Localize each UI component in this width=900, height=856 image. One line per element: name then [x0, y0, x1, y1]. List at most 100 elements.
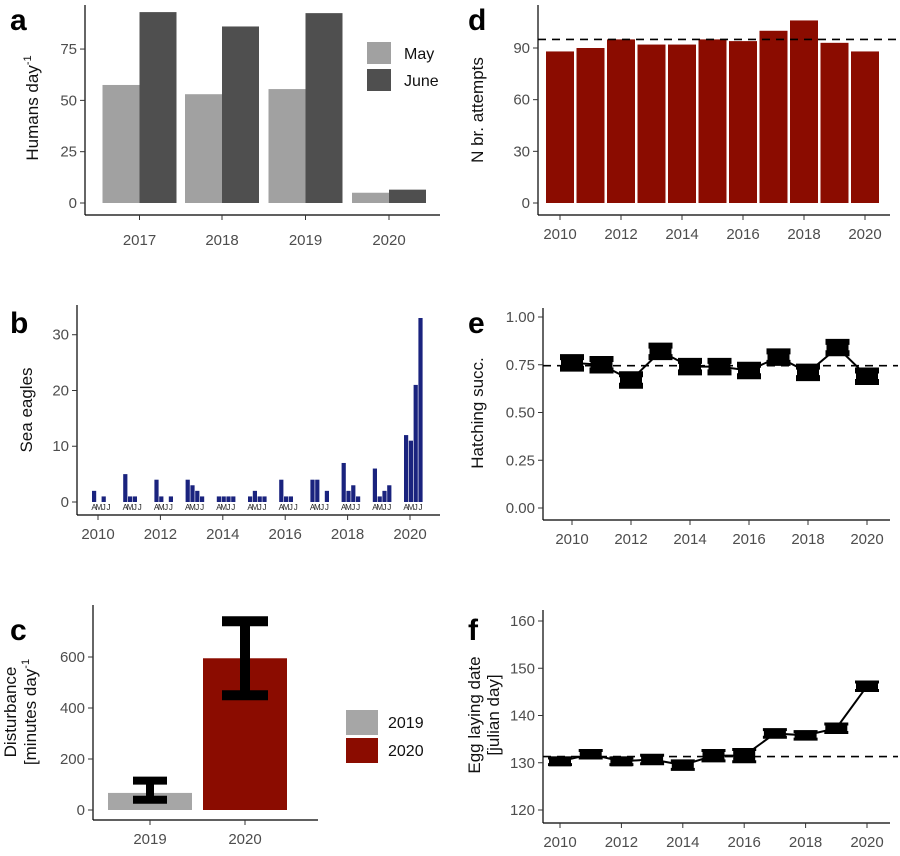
legend-label-2020: 2020 [388, 743, 424, 760]
y-axis-title-line1: Disturbance [1, 667, 20, 758]
y-tick-label: 0.75 [506, 357, 535, 374]
point-2016 [738, 365, 760, 376]
bar-2017 [759, 30, 788, 204]
point-2012 [610, 756, 633, 767]
month-label: J [200, 503, 204, 512]
x-tick-label: 2018 [331, 526, 364, 543]
error-bar-2020 [222, 616, 268, 701]
bar-2013-month-3 [195, 490, 200, 502]
point-2014 [679, 361, 701, 372]
bar-june-2019 [305, 13, 343, 204]
month-label: J [227, 503, 231, 512]
legend: 2019 2020 [346, 710, 424, 763]
bar-2011-month-1 [123, 474, 128, 502]
month-label: J [356, 503, 360, 512]
x-tick-label: 2017 [123, 232, 156, 249]
y-tick-label: 60 [513, 92, 530, 109]
y-axis-title: Hatching succ. [468, 357, 487, 469]
month-label: J [320, 503, 324, 512]
x-tick-label: 2010 [81, 526, 114, 543]
month-labels-2018: AM J J [341, 503, 360, 512]
point-2014 [671, 760, 694, 771]
bar-2015-month-2 [252, 490, 257, 502]
bar-2020-month-3 [413, 384, 418, 502]
point-2010 [561, 357, 583, 368]
month-label: J [414, 503, 418, 512]
bar-may-2017 [102, 84, 140, 203]
bar-2013-month-1 [185, 479, 190, 502]
month-label: J [258, 503, 262, 512]
bar-2018-month-1 [341, 462, 346, 502]
point-2015 [702, 750, 725, 761]
legend: May June [367, 42, 439, 91]
axis-title-text: N br. attempts [468, 57, 487, 163]
x-tick-label: 2010 [543, 226, 576, 243]
y-tick-label: 200 [60, 751, 85, 768]
x-tick-label: 2010 [555, 531, 588, 548]
bar-2011-month-2 [128, 496, 133, 502]
month-label: A [91, 503, 97, 512]
point-2017 [767, 352, 790, 363]
bar-2014-month-3 [226, 496, 231, 502]
point-2017 [763, 728, 786, 739]
x-tick-label: 2012 [144, 526, 177, 543]
month-label: J [387, 503, 391, 512]
point-2011 [579, 749, 602, 760]
month-label: A [310, 503, 316, 512]
bar-2019-month-2 [377, 496, 382, 502]
y-tick-label: 10 [52, 438, 69, 455]
bar-2014-month-2 [221, 496, 226, 502]
month-label: A [123, 503, 129, 512]
y-axis-title-line2: [minutes day-1 [20, 659, 40, 765]
y-tick-label: 0 [77, 802, 85, 819]
bar-2012 [607, 39, 635, 204]
month-label: M [345, 503, 352, 512]
x-tick-label: 2019 [289, 232, 322, 249]
legend-label-2019: 2019 [388, 715, 424, 732]
month-labels-2017: AM J J [310, 503, 329, 512]
month-label: A [341, 503, 347, 512]
panel-d: d 0 30 60 90 2010 2012 2014 2016 2018 2020 N br. at… [468, 4, 898, 243]
point-2018 [797, 367, 819, 378]
point-2016 [733, 750, 756, 761]
bar-2020-month-2 [408, 440, 413, 502]
y-tick-label: 30 [513, 143, 530, 160]
bar-2020 [851, 51, 879, 203]
month-label: J [263, 503, 267, 512]
x-tick-label: 2020 [850, 531, 883, 548]
x-tick-label: 2016 [726, 226, 759, 243]
bar-2013 [637, 44, 666, 203]
month-label: A [154, 503, 160, 512]
y-tick-label: 25 [60, 144, 77, 161]
bar-2012-month-1 [154, 479, 159, 502]
month-label: J [419, 503, 423, 512]
month-labels-2015: AM J J [247, 503, 266, 512]
bar-2016-month-3 [288, 496, 293, 502]
legend-swatch-2020 [346, 738, 378, 763]
bar-may-2018 [185, 94, 222, 203]
panel-label: b [10, 307, 28, 340]
y-tick-label: 30 [52, 327, 69, 344]
y-tick-label: 130 [510, 755, 535, 772]
bar-2017-month-2 [315, 479, 320, 502]
point-2012 [620, 375, 642, 386]
month-label: M [283, 503, 290, 512]
bar-june-2018 [222, 26, 259, 204]
x-tick-label: 2020 [372, 232, 405, 249]
month-labels-2014: AM J J [216, 503, 235, 512]
y-tick-label: 20 [52, 382, 69, 399]
y-tick-label: 0.50 [506, 405, 535, 422]
y-tick-label: 600 [60, 649, 85, 666]
x-tick-label: 2018 [789, 834, 822, 851]
axis-title-text: Humans day [23, 65, 42, 161]
bar-2015 [698, 39, 727, 204]
bar-2015-month-4 [262, 496, 267, 502]
x-tick-label: 2018 [205, 232, 238, 249]
y-axis-title: Humans day-1 [22, 55, 42, 160]
month-label: M [376, 503, 383, 512]
bar-2017-month-1 [310, 479, 315, 502]
month-labels-2019: AM J J [372, 503, 391, 512]
month-label: A [372, 503, 378, 512]
month-labels-2012: AM J J [154, 503, 173, 512]
